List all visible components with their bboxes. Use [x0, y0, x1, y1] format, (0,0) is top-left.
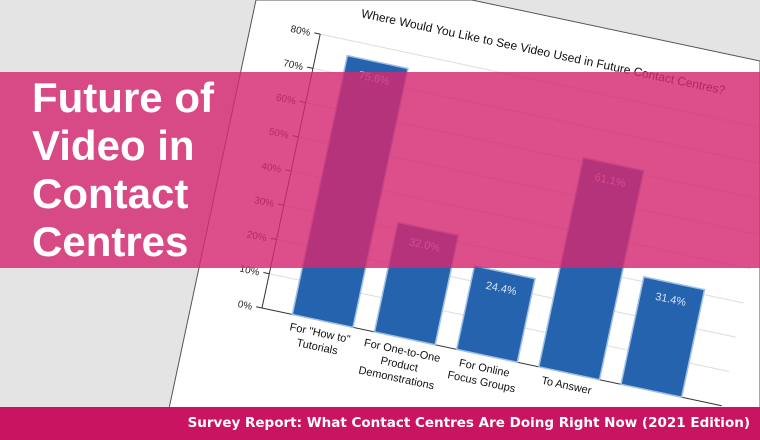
- title-banner: [0, 72, 760, 268]
- y-tick: [256, 306, 263, 309]
- headline: Future of Video in Contact Centres: [32, 74, 267, 266]
- y-tick-label: 0%: [237, 299, 254, 313]
- y-tick-label: 80%: [289, 24, 311, 39]
- y-tick: [263, 272, 270, 275]
- y-tick-label: 70%: [282, 58, 304, 73]
- bar: [455, 264, 536, 364]
- y-tick: [314, 32, 321, 35]
- headline-line-1: Future of Video in: [32, 74, 214, 169]
- y-tick: [306, 66, 314, 69]
- headline-line-2: Contact Centres: [32, 170, 189, 265]
- footer-bar: Survey Report: What Contact Centres Are …: [0, 407, 760, 440]
- footer-text: Survey Report: What Contact Centres Are …: [187, 415, 750, 431]
- bar: [620, 275, 706, 399]
